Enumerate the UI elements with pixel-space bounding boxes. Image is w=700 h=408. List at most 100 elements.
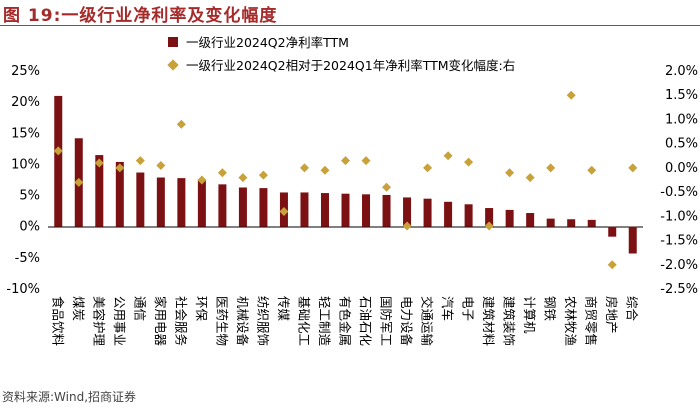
category-label: 机械设备 [235,296,250,347]
right-tick-label: 1.5% [665,88,698,103]
bar [546,218,555,227]
diamond-point [341,156,350,166]
category-label: 农林牧渔 [563,296,578,346]
category-label: 通信 [132,296,147,321]
diamond-point [443,151,453,161]
diamond-point [238,173,248,183]
diamond-point [607,260,617,270]
diamond-point [628,163,638,173]
diamond-point [197,175,207,185]
diamond-point [217,168,227,178]
category-label: 电子 [461,296,476,321]
diamond-point [258,170,268,180]
category-label: 纺织服饰 [255,296,270,346]
diamond-point [299,163,309,173]
category-label: 公用事业 [112,296,127,346]
category-label: 环保 [194,296,209,322]
legend-bar-swatch [168,36,178,47]
legend-item-bar: 一级行业2024Q2净利率TTM [168,32,349,51]
diamond-point [115,163,125,173]
left-tick-label: -5% [15,251,40,266]
left-tick-label: 0% [19,220,40,235]
bar [403,197,412,227]
bar [567,219,576,227]
diamond-point [156,160,166,170]
bar [259,188,268,227]
source-note: 资料来源:Wind,招商证券 [2,390,137,404]
diamond-point [135,156,145,166]
category-label: 美容护理 [91,296,106,347]
bar [300,192,309,227]
diamond-point [484,221,494,231]
diamond-point [464,157,474,167]
category-label: 钢铁 [543,296,558,322]
bar [628,226,637,254]
category-label: 煤炭 [71,296,86,321]
bar [423,198,432,227]
right-tick-label: 0.5% [665,137,698,152]
bar [608,226,617,237]
bar [587,219,596,227]
diamond-point [423,163,433,173]
bar [382,194,391,227]
category-label: 轻工制造 [317,296,332,347]
right-tick-label: 0.0% [665,161,698,176]
category-label: 基础化工 [296,296,311,346]
diamond-point [320,165,330,175]
category-label: 计算机 [522,296,537,334]
category-label: 房地产 [604,296,619,334]
legend-diamond-label: 一级行业2024Q2相对于2024Q1年净利率TTM变化幅度:右 [186,58,516,73]
diamond-point [74,177,84,187]
category-label: 社会服务 [173,296,188,346]
diamond-point [94,158,104,168]
bar [197,180,206,227]
category-label: 国防军工 [379,296,394,346]
category-label: 食品饮料 [50,296,65,347]
right-tick-label: -2.5% [660,282,698,297]
left-tick-label: 25% [11,64,40,79]
category-label: 汽车 [440,296,455,321]
bar [341,193,350,227]
bar [464,204,473,227]
figure-title: 图 19:一级行业净利率及变化幅度 [3,6,278,26]
left-tick-label: 10% [11,157,40,172]
right-tick-label: 1.0% [665,112,698,127]
diamond-point [402,221,412,231]
bar [54,95,63,227]
bar [218,184,227,227]
left-tick-label: 5% [19,189,40,204]
bar [115,161,124,227]
diamond-point [279,206,289,216]
diamond-point [53,146,63,156]
diamond-point [176,119,186,129]
right-tick-label: -2.0% [660,258,698,273]
category-label: 建筑材料 [481,296,496,347]
title-rule [0,25,700,26]
bar [95,155,104,227]
right-tick-label: 2.0% [665,64,698,79]
category-label: 石油石化 [358,296,373,347]
diamond-point [546,163,556,173]
left-tick-label: -10% [6,282,40,297]
bar [238,187,247,227]
right-tick-label: -1.0% [660,209,698,224]
diamond-point [587,165,597,175]
diamond-point [505,168,515,178]
diamond-point [566,90,576,100]
right-tick-label: -1.5% [660,234,698,249]
diamond-point [382,182,392,192]
bar [136,172,145,227]
left-tick-label: 15% [11,126,40,141]
right-tick-label: -0.5% [660,185,698,200]
category-label: 商贸零售 [584,296,599,346]
category-label: 综合 [625,296,640,322]
category-label: 建筑装饰 [502,296,517,346]
bar [320,193,329,227]
category-label: 医药生物 [214,296,229,346]
bar [444,201,453,227]
legend-item-diamond: 一级行业2024Q2相对于2024Q1年净利率TTM变化幅度:右 [167,55,516,74]
bar [485,208,494,227]
diamond-point [361,156,371,166]
category-label: 家用电器 [153,296,168,347]
